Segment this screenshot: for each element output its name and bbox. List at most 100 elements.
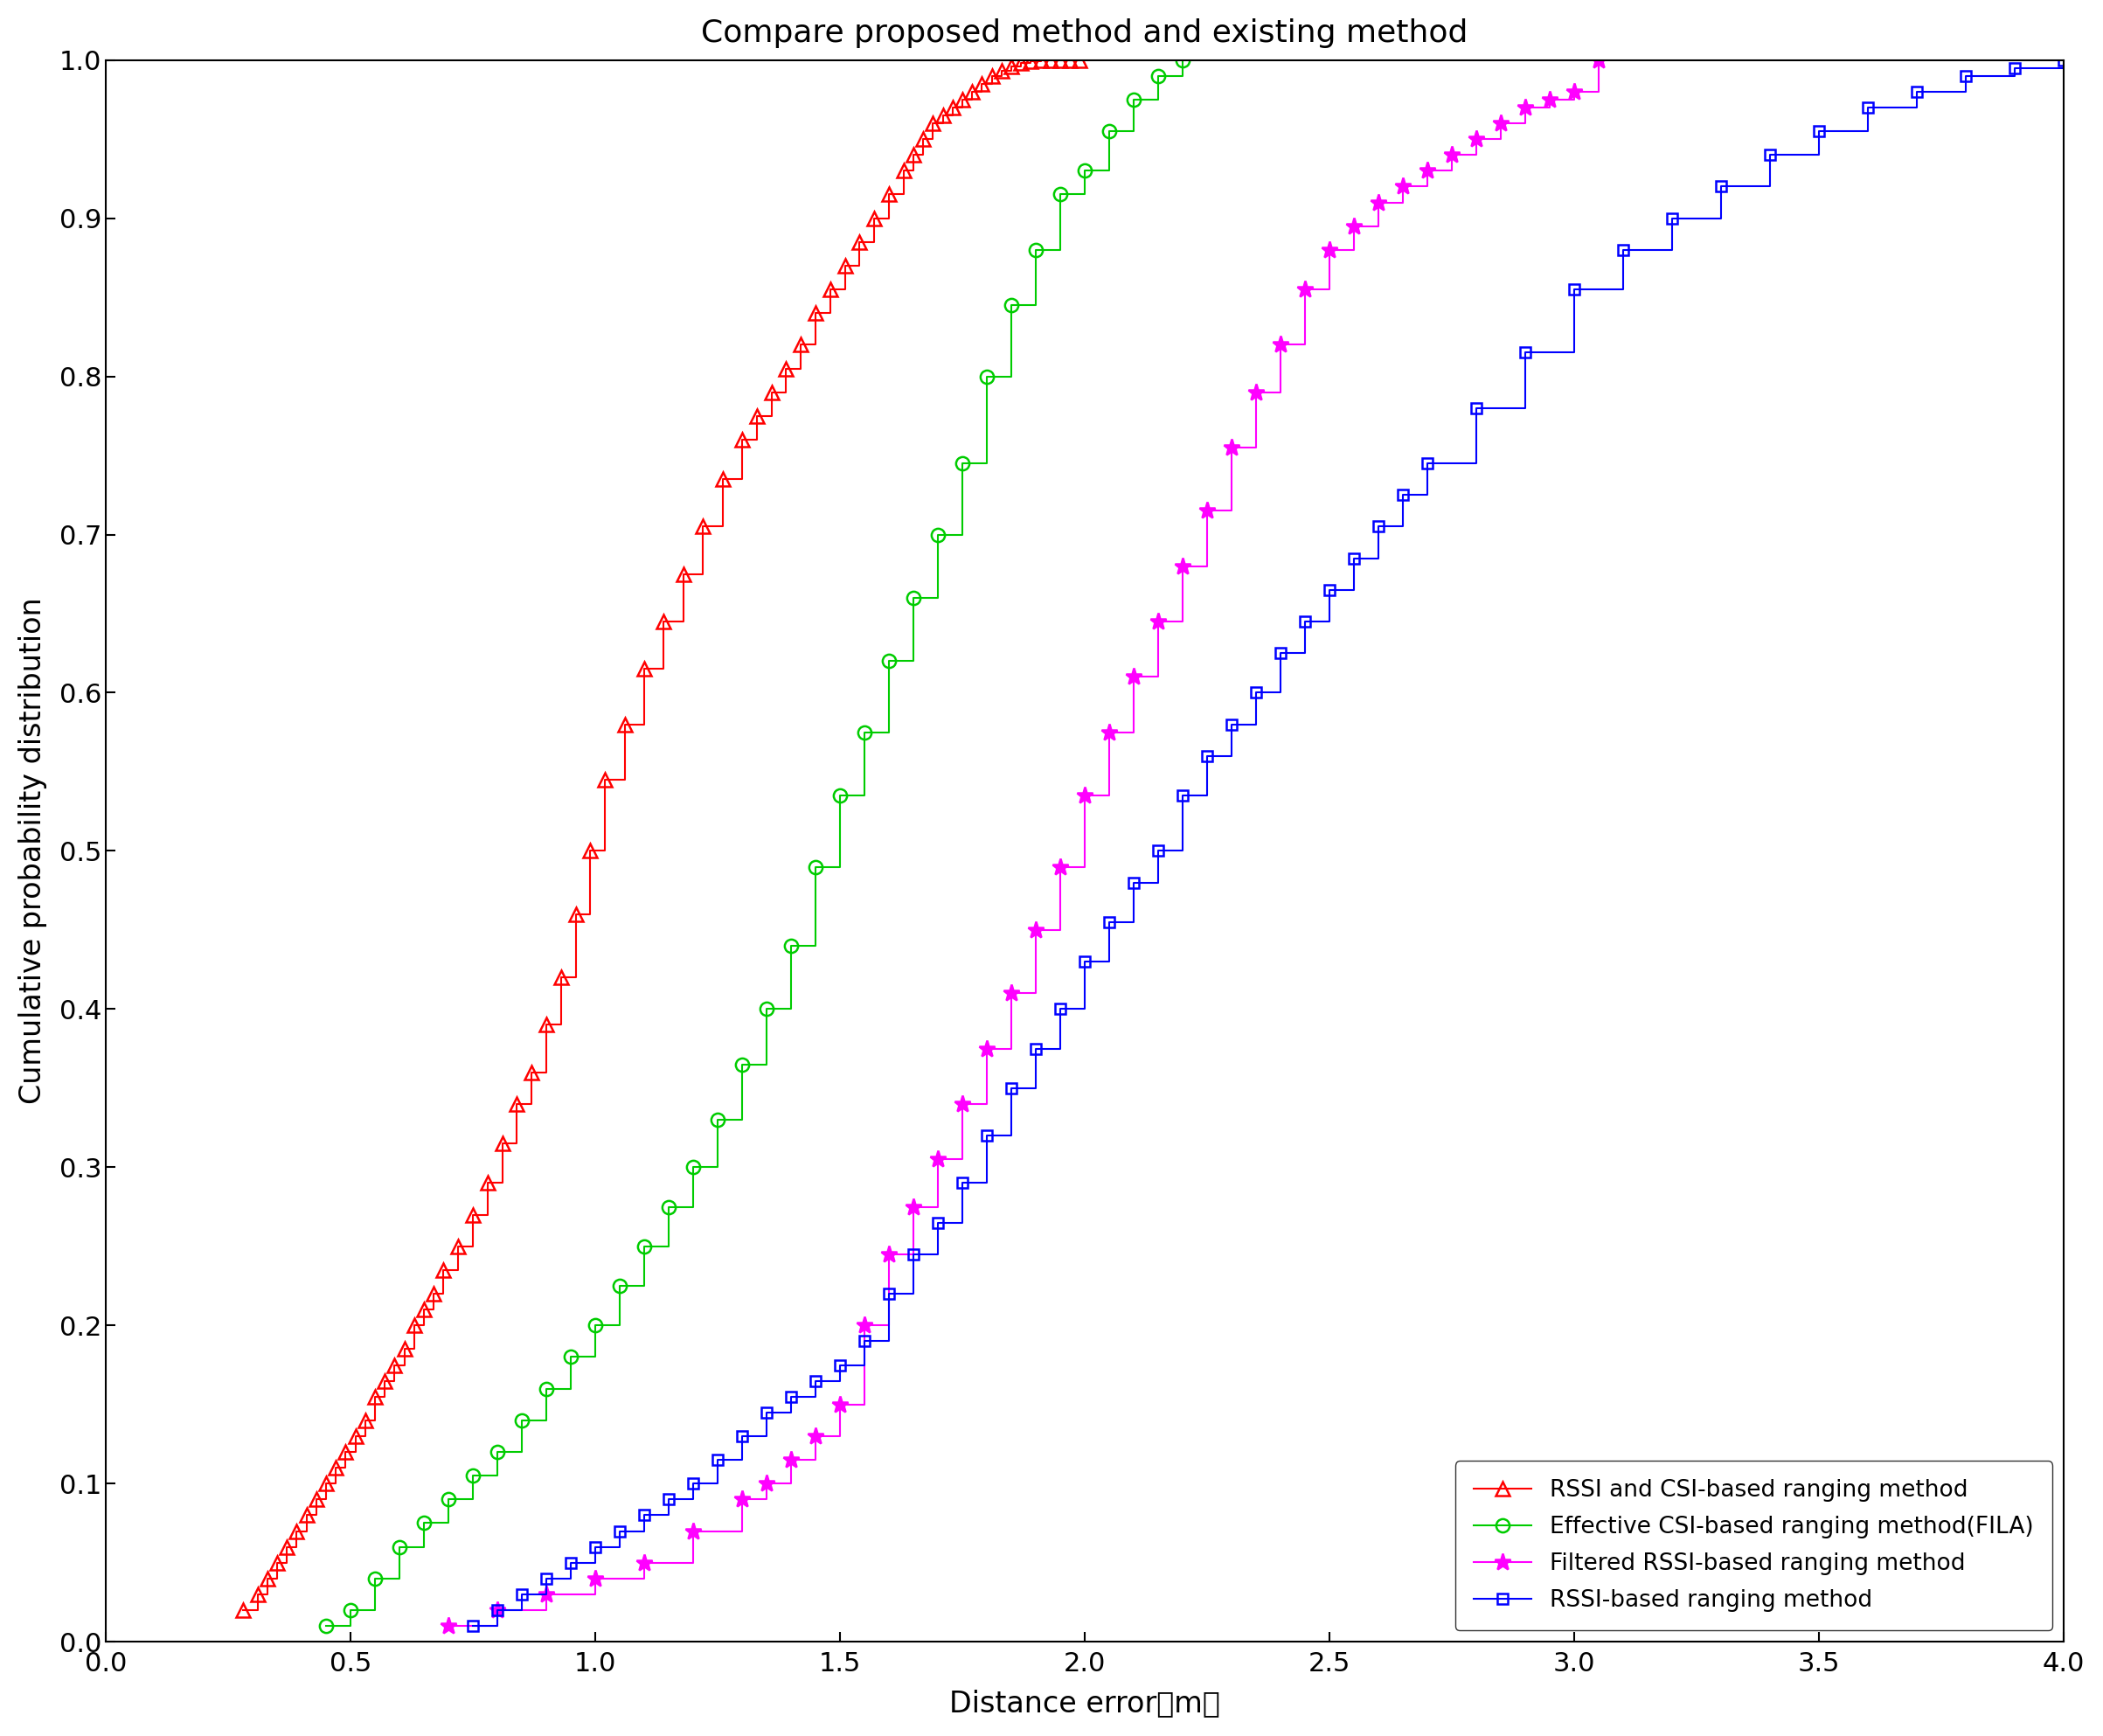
Filtered RSSI-based ranging method [974,1038,999,1059]
Filtered RSSI-based ranging method [1073,785,1098,806]
Filtered RSSI-based ranging method [1146,611,1171,632]
RSSI and CSI-based ranging method [1028,50,1054,71]
RSSI-based ranging method [1758,144,1783,165]
Effective CSI-based ranging method(FILA) [974,366,999,387]
Filtered RSSI-based ranging method [778,1450,803,1470]
Effective CSI-based ranging method(FILA) [1047,184,1073,205]
Effective CSI-based ranging method(FILA) [362,1568,387,1588]
Filtered RSSI-based ranging method [681,1521,707,1542]
RSSI-based ranging method [1220,713,1245,734]
RSSI-based ranging method [1268,642,1293,663]
Filtered RSSI-based ranging method [1316,240,1342,260]
RSSI and CSI-based ranging method [744,406,770,427]
Filtered RSSI-based ranging method [755,1474,780,1495]
Filtered RSSI-based ranging method [1438,144,1464,165]
Filtered RSSI-based ranging method [1268,335,1293,356]
RSSI and CSI-based ranging method [730,429,755,450]
Filtered RSSI-based ranging method [1293,279,1319,300]
Filtered RSSI-based ranging method [583,1568,608,1588]
Effective CSI-based ranging method(FILA) [435,1489,461,1510]
Effective CSI-based ranging method(FILA) [656,1196,681,1217]
Line: RSSI-based ranging method: RSSI-based ranging method [467,54,2069,1632]
Filtered RSSI-based ranging method [486,1599,511,1620]
Effective CSI-based ranging method(FILA) [730,1054,755,1075]
RSSI and CSI-based ranging method [383,1354,408,1375]
Filtered RSSI-based ranging method [1096,722,1121,743]
Filtered RSSI-based ranging method [1563,82,1588,102]
Filtered RSSI-based ranging method [730,1489,755,1510]
Effective CSI-based ranging method(FILA) [925,524,951,545]
Y-axis label: Cumulative probability distribution: Cumulative probability distribution [19,597,46,1104]
Effective CSI-based ranging method(FILA) [755,998,780,1019]
X-axis label: Distance error（m）: Distance error（m） [948,1689,1220,1719]
Filtered RSSI-based ranging method [1537,89,1563,109]
Filtered RSSI-based ranging method [1220,437,1245,458]
Effective CSI-based ranging method(FILA) [387,1536,412,1557]
Filtered RSSI-based ranging method [1365,193,1390,214]
Effective CSI-based ranging method(FILA) [826,785,852,806]
Effective CSI-based ranging method(FILA) [534,1378,559,1399]
Filtered RSSI-based ranging method [1586,50,1611,71]
Filtered RSSI-based ranging method [1169,556,1195,576]
Filtered RSSI-based ranging method [1512,97,1537,118]
Filtered RSSI-based ranging method [951,1094,976,1115]
Line: RSSI and CSI-based ranging method: RSSI and CSI-based ranging method [236,54,1087,1616]
Title: Compare proposed method and existing method: Compare proposed method and existing met… [700,17,1468,49]
Filtered RSSI-based ranging method [1464,128,1489,149]
Effective CSI-based ranging method(FILA) [412,1512,437,1533]
Effective CSI-based ranging method(FILA) [583,1314,608,1335]
Legend: RSSI and CSI-based ranging method, Effective CSI-based ranging method(FILA), Fil: RSSI and CSI-based ranging method, Effec… [1455,1462,2053,1630]
Effective CSI-based ranging method(FILA) [313,1616,339,1637]
RSSI and CSI-based ranging method [1066,50,1091,71]
Effective CSI-based ranging method(FILA) [339,1599,364,1620]
RSSI and CSI-based ranging method [391,1338,416,1359]
RSSI and CSI-based ranging method [549,967,574,988]
Effective CSI-based ranging method(FILA) [486,1441,511,1462]
Filtered RSSI-based ranging method [1489,113,1514,134]
Effective CSI-based ranging method(FILA) [681,1156,707,1177]
Filtered RSSI-based ranging method [925,1149,951,1170]
Filtered RSSI-based ranging method [1121,667,1146,687]
Effective CSI-based ranging method(FILA) [803,856,829,877]
Effective CSI-based ranging method(FILA) [608,1276,633,1297]
Effective CSI-based ranging method(FILA) [1146,66,1171,87]
Filtered RSSI-based ranging method [877,1243,902,1264]
Effective CSI-based ranging method(FILA) [631,1236,656,1257]
Effective CSI-based ranging method(FILA) [557,1347,583,1368]
Filtered RSSI-based ranging method [999,983,1024,1003]
Filtered RSSI-based ranging method [852,1314,877,1335]
RSSI-based ranging method [1195,745,1220,766]
Effective CSI-based ranging method(FILA) [1121,89,1146,109]
Filtered RSSI-based ranging method [803,1425,829,1446]
Effective CSI-based ranging method(FILA) [705,1109,730,1130]
Effective CSI-based ranging method(FILA) [999,295,1024,316]
Filtered RSSI-based ranging method [1342,215,1367,236]
Effective CSI-based ranging method(FILA) [1024,240,1049,260]
Effective CSI-based ranging method(FILA) [509,1410,534,1430]
Effective CSI-based ranging method(FILA) [877,651,902,672]
RSSI-based ranging method [803,1370,829,1391]
Filtered RSSI-based ranging method [826,1394,852,1415]
Effective CSI-based ranging method(FILA) [1169,50,1195,71]
Filtered RSSI-based ranging method [1243,382,1268,403]
RSSI and CSI-based ranging method [999,56,1024,76]
Effective CSI-based ranging method(FILA) [1096,122,1121,142]
Filtered RSSI-based ranging method [534,1583,559,1604]
Filtered RSSI-based ranging method [1024,920,1049,941]
RSSI-based ranging method [461,1616,486,1637]
RSSI-based ranging method [1464,398,1489,418]
Filtered RSSI-based ranging method [1047,856,1073,877]
RSSI and CSI-based ranging method [229,1599,254,1620]
Line: Filtered RSSI-based ranging method: Filtered RSSI-based ranging method [440,52,1607,1634]
Line: Effective CSI-based ranging method(FILA): Effective CSI-based ranging method(FILA) [320,54,1190,1632]
Filtered RSSI-based ranging method [435,1616,461,1637]
Filtered RSSI-based ranging method [900,1196,925,1217]
Effective CSI-based ranging method(FILA) [778,936,803,957]
Effective CSI-based ranging method(FILA) [852,722,877,743]
Filtered RSSI-based ranging method [1415,160,1441,181]
Effective CSI-based ranging method(FILA) [900,587,925,608]
Filtered RSSI-based ranging method [1390,175,1415,196]
Effective CSI-based ranging method(FILA) [1073,160,1098,181]
Effective CSI-based ranging method(FILA) [461,1465,486,1486]
Filtered RSSI-based ranging method [631,1552,656,1573]
